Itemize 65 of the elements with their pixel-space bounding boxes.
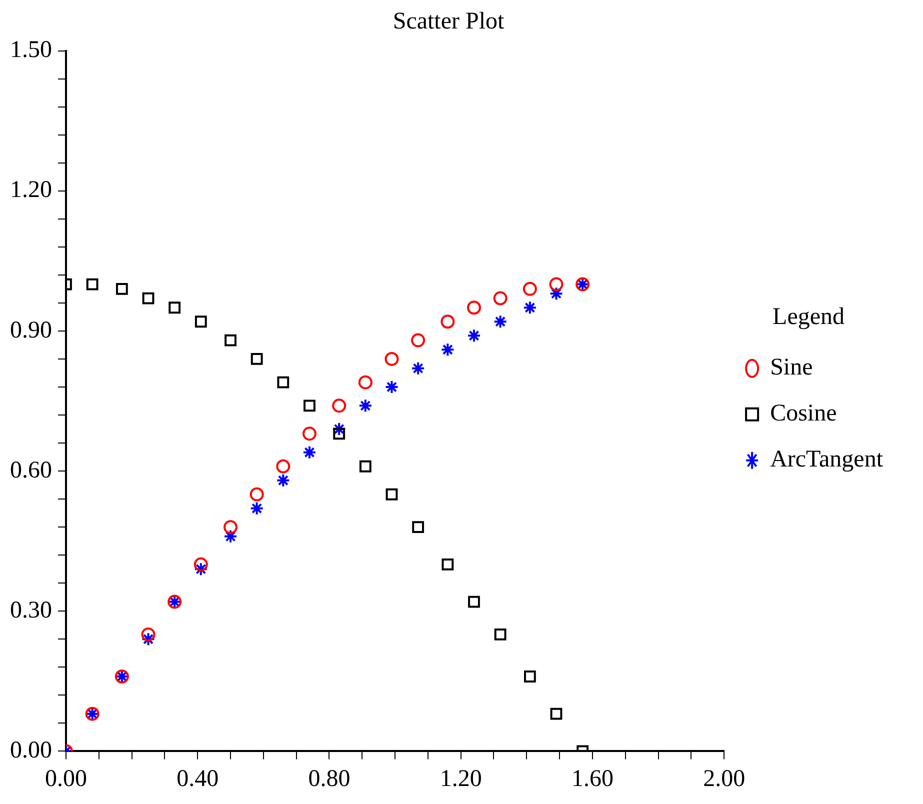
point (358, 375, 372, 390)
point (440, 314, 455, 329)
point (494, 628, 506, 640)
point (194, 316, 207, 328)
legend-title: Legend (772, 304, 845, 330)
point (194, 562, 208, 576)
y-tick-label: 1.50 (10, 37, 52, 64)
point (467, 328, 481, 343)
point (384, 352, 399, 366)
x-tick-label: 1.60 (571, 766, 614, 792)
y-tick-label: 0.30 (10, 597, 52, 624)
point (522, 282, 537, 296)
point (276, 459, 290, 474)
point (250, 501, 264, 516)
point (442, 558, 454, 570)
y-tick-label: 0.60 (10, 457, 52, 484)
point (412, 521, 424, 534)
legend-label: Sine (770, 354, 813, 381)
point (549, 277, 564, 292)
point (277, 376, 290, 388)
x-tick-label: 0.80 (308, 766, 350, 792)
point (440, 342, 455, 357)
point (250, 487, 264, 502)
x-tick-label: 2.00 (703, 766, 746, 792)
y-tick-label: 1.20 (10, 177, 52, 204)
point (493, 314, 508, 329)
point (524, 670, 536, 682)
point (550, 708, 562, 720)
point (333, 428, 346, 440)
point (384, 380, 399, 394)
point (194, 557, 208, 572)
x-tick-label: 1.20 (440, 766, 482, 792)
point (276, 473, 290, 488)
point (250, 353, 263, 365)
legend-label: ArcTangent (770, 446, 884, 473)
point (142, 292, 154, 304)
point (493, 291, 508, 306)
point (332, 422, 346, 436)
point (224, 520, 238, 534)
point (116, 282, 128, 295)
point (304, 400, 316, 412)
y-tick-label: 0.90 (10, 317, 52, 344)
point (332, 398, 346, 413)
point (411, 333, 426, 348)
point (141, 632, 156, 646)
point (302, 445, 316, 460)
point (468, 596, 480, 608)
point (386, 488, 398, 500)
point (224, 334, 236, 346)
point (522, 300, 537, 315)
point (358, 398, 372, 413)
point (411, 361, 426, 376)
x-tick-label: 0.40 (176, 766, 219, 792)
point (549, 286, 564, 301)
legend-label: Cosine (770, 400, 837, 427)
point (467, 300, 481, 315)
point (224, 529, 238, 544)
point (86, 278, 98, 290)
point (302, 426, 316, 441)
chart-title: Scatter Plot (392, 8, 504, 35)
point (359, 460, 372, 472)
point (168, 302, 181, 314)
x-tick-label: 0.00 (45, 766, 87, 792)
y-tick-label: 0.00 (10, 737, 52, 764)
point (141, 627, 156, 642)
